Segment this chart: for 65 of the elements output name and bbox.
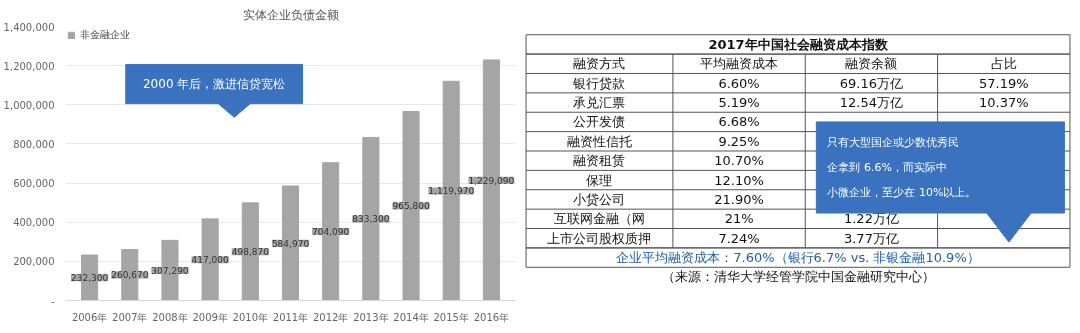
x-tick-label: 2009年 bbox=[192, 311, 228, 323]
text: 417,000 bbox=[191, 255, 229, 266]
category-label: 银行贷款 bbox=[573, 75, 626, 91]
y-tick-label: 200,000 bbox=[13, 256, 55, 268]
text: 7.24% bbox=[718, 230, 760, 246]
text: 6.68% bbox=[718, 114, 760, 130]
text: 584,970 bbox=[271, 238, 310, 249]
category-label: 承兑汇票 bbox=[573, 95, 626, 111]
text: 10.37% bbox=[978, 95, 1029, 111]
text: 1,229,090 bbox=[468, 175, 515, 186]
x-tick-label: 2011年 bbox=[272, 311, 309, 323]
text: 6.60% bbox=[718, 75, 760, 91]
annotation: 2000 年后，激进信贷宽松 bbox=[142, 77, 286, 92]
y-tick-label: 1,200,000 bbox=[3, 60, 55, 72]
text: 260,670 bbox=[111, 270, 149, 281]
y-tick-label: 400,000 bbox=[13, 217, 55, 229]
category-label: 融资性信托 bbox=[566, 133, 632, 149]
text: 融资方式 bbox=[573, 56, 626, 72]
text: 833,300 bbox=[352, 214, 390, 225]
category-label: 上市公司股权质押 bbox=[547, 230, 652, 246]
y-tick-label: 1,000,000 bbox=[3, 99, 55, 111]
text: 57.19% bbox=[978, 75, 1029, 91]
text: 965,800 bbox=[392, 201, 430, 212]
text: 12.10% bbox=[714, 172, 764, 188]
category-label: 小贷公司 bbox=[573, 191, 626, 207]
x-tick-label: 2013年 bbox=[353, 311, 389, 323]
text: 69.16万亿 bbox=[839, 75, 904, 91]
text: 1,119,970 bbox=[428, 186, 475, 197]
x-tick-label: 2014年 bbox=[393, 311, 429, 323]
text: 498,870 bbox=[231, 247, 269, 258]
x-tick-label: 2012年 bbox=[312, 311, 349, 323]
category-label: 融资租赁 bbox=[573, 153, 626, 169]
category-label: 平均融资成本 bbox=[700, 56, 779, 72]
text: 3.77万亿 bbox=[843, 230, 899, 246]
x-tick-label: 2016年 bbox=[473, 311, 510, 323]
category-label: 公开发债 bbox=[573, 114, 626, 130]
text: 只有大型国企或少数优秀民企拿到 6.6%，而实际中小微企业，至少在 10%以上。 bbox=[827, 135, 977, 200]
y-tick-label: 600,000 bbox=[13, 178, 55, 190]
text: 10.70% bbox=[714, 153, 764, 169]
y-tick-label: - bbox=[50, 295, 55, 307]
text: 21% bbox=[724, 211, 754, 227]
category-label: 占比 bbox=[990, 56, 1017, 72]
legend-label: 非金融企业 bbox=[80, 28, 130, 42]
text: 307,290 bbox=[151, 265, 189, 276]
category-label: 互联网金融（网 bbox=[553, 211, 645, 227]
text: 9.25% bbox=[718, 133, 760, 149]
x-tick-label: 2007年 bbox=[112, 311, 148, 323]
text: 1.22万亿 bbox=[843, 211, 899, 227]
text: 5.19% bbox=[718, 95, 760, 111]
x-tick-label: 2015年 bbox=[433, 311, 469, 323]
chart-title: 实体企业负债金额 bbox=[242, 7, 339, 22]
x-tick-label: 2010年 bbox=[232, 311, 269, 323]
x-tick-label: 2006年 bbox=[71, 311, 108, 323]
text: 12.54万亿 bbox=[839, 95, 904, 111]
category-label: 融资余额 bbox=[845, 56, 898, 72]
text: （来源：清华大学经管学院中国金融研究中心） bbox=[661, 269, 935, 285]
text: 21.90% bbox=[714, 191, 764, 207]
y-tick-label: 800,000 bbox=[13, 138, 55, 150]
text: 2017年中国社会融资成本指数 bbox=[708, 36, 889, 52]
x-tick-label: 2008年 bbox=[152, 311, 188, 323]
text: 232,300 bbox=[71, 273, 109, 284]
text: 704,090 bbox=[312, 227, 350, 238]
y-tick-label: 1,400,000 bbox=[3, 21, 55, 33]
text: 企业平均融资成本：7.60%（银行6.7% vs. 非银金融10.9%） bbox=[616, 250, 980, 266]
category-label: 保理 bbox=[586, 172, 613, 188]
